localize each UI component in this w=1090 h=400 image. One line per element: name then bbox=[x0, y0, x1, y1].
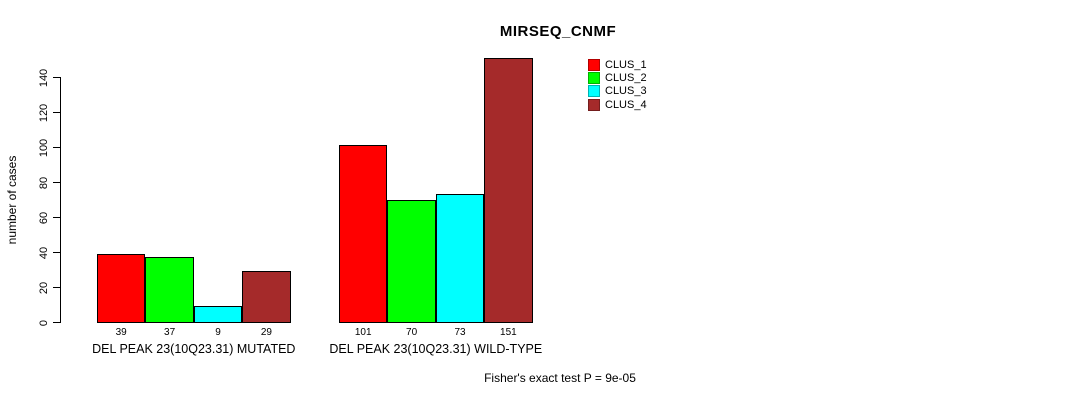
legend-swatch-clus_4 bbox=[588, 98, 600, 111]
y-tick-label-140: 140 bbox=[38, 68, 50, 87]
legend-label: CLUS_3 bbox=[605, 85, 647, 98]
y-tick-label-20: 20 bbox=[38, 281, 50, 294]
bar-value-label: 73 bbox=[454, 327, 466, 338]
group-label-2: DEL PEAK 23(10Q23.31) WILD-TYPE bbox=[329, 342, 543, 356]
y-tick-0 bbox=[53, 322, 60, 323]
bar-value-label: 101 bbox=[354, 327, 372, 338]
y-axis-label: number of cases bbox=[5, 155, 19, 245]
y-tick-label-80: 80 bbox=[38, 176, 50, 189]
bar-clus_1-group-2 bbox=[339, 145, 388, 323]
legend: CLUS_1 CLUS_2 CLUS_3 CLUS_4 bbox=[588, 58, 647, 111]
legend-swatch-clus_1 bbox=[588, 58, 600, 71]
y-tick-120 bbox=[53, 112, 60, 113]
bar-clus_2-group-1 bbox=[145, 257, 194, 323]
y-tick-140 bbox=[53, 77, 60, 78]
bar-clus_3-group-1 bbox=[193, 306, 243, 323]
bar-clus_4-group-2 bbox=[484, 57, 533, 323]
bar-value-label: 29 bbox=[260, 327, 272, 338]
bar-clus_2-group-2 bbox=[387, 199, 436, 323]
legend-label: CLUS_1 bbox=[605, 58, 647, 71]
y-tick-80 bbox=[53, 182, 60, 183]
fisher-test-annotation: Fisher's exact test P = 9e-05 bbox=[484, 371, 636, 385]
y-tick-20 bbox=[53, 287, 60, 288]
bar-clus_3-group-2 bbox=[435, 194, 485, 323]
bar-clus_4-group-1 bbox=[242, 271, 291, 323]
chart-title: MIRSEQ_CNMF bbox=[499, 23, 617, 40]
bar-value-label: 39 bbox=[115, 327, 127, 338]
legend-item-clus_4: CLUS_4 bbox=[588, 98, 647, 111]
bar-value-label: 151 bbox=[500, 327, 517, 338]
y-tick-40 bbox=[53, 252, 60, 253]
y-tick-60 bbox=[53, 217, 60, 218]
legend-item-clus_1: CLUS_1 bbox=[588, 58, 647, 71]
legend-swatch-clus_2 bbox=[588, 71, 600, 84]
y-tick-label-100: 100 bbox=[38, 138, 50, 157]
legend-swatch-clus_3 bbox=[588, 85, 600, 98]
y-axis-line bbox=[60, 77, 61, 323]
y-tick-label-0: 0 bbox=[38, 319, 50, 326]
bar-value-label: 70 bbox=[406, 327, 418, 338]
group-label-1: DEL PEAK 23(10Q23.31) MUTATED bbox=[92, 342, 296, 356]
y-tick-label-120: 120 bbox=[38, 103, 50, 122]
y-tick-label-60: 60 bbox=[38, 211, 50, 224]
legend-label: CLUS_2 bbox=[605, 71, 647, 84]
legend-item-clus_2: CLUS_2 bbox=[588, 71, 647, 84]
legend-item-clus_3: CLUS_3 bbox=[588, 85, 647, 98]
legend-label: CLUS_4 bbox=[605, 98, 647, 111]
bar-clus_1-group-1 bbox=[97, 253, 146, 323]
bar-value-label: 9 bbox=[215, 327, 221, 338]
y-tick-100 bbox=[53, 147, 60, 148]
bar-value-label: 37 bbox=[164, 327, 176, 338]
y-tick-label-40: 40 bbox=[38, 246, 50, 259]
